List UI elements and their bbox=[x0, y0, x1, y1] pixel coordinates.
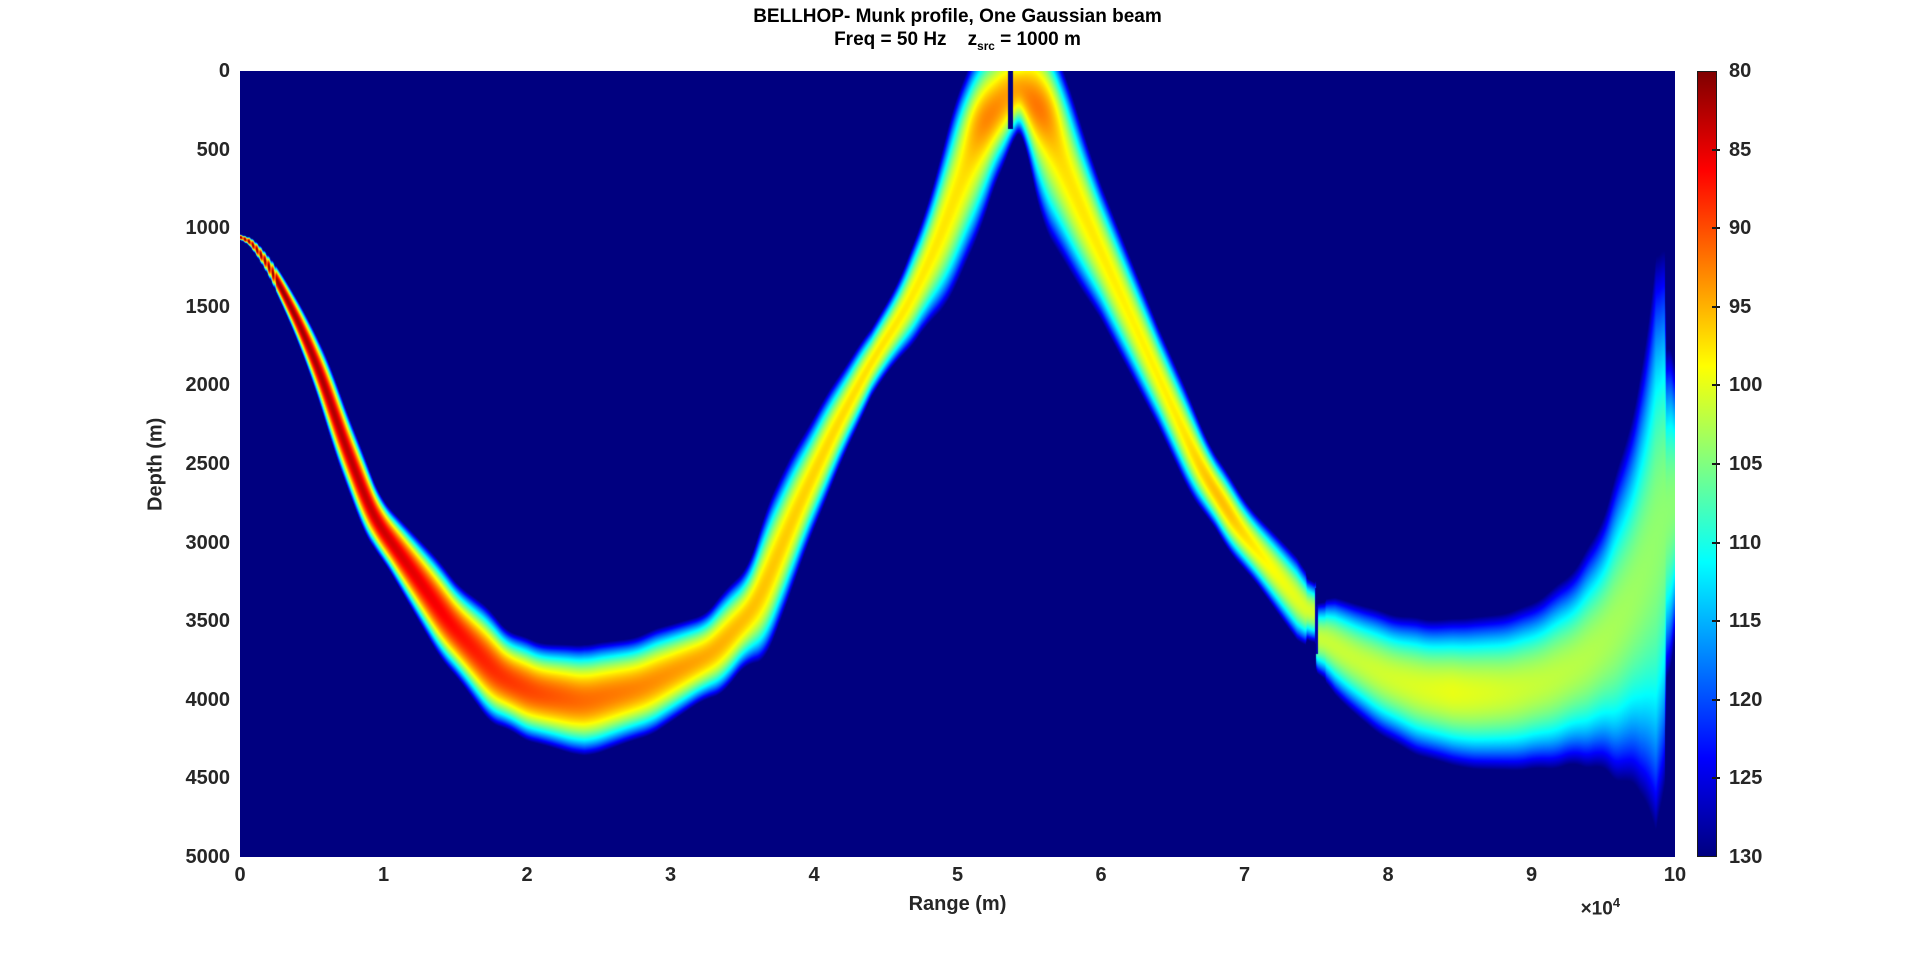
colorbar-tick-label: 130 bbox=[1729, 846, 1763, 868]
colorbar-tick-label: 80 bbox=[1729, 60, 1752, 82]
x-exponent-power: 4 bbox=[1612, 895, 1620, 910]
x-tick-label: 10 bbox=[1663, 864, 1687, 886]
colorbar-tick-label: 105 bbox=[1729, 453, 1763, 475]
colorbar-tick-label: 110 bbox=[1729, 531, 1762, 554]
colorbar-tick-mark bbox=[1712, 698, 1720, 701]
colorbar-tick-label: 100 bbox=[1729, 374, 1763, 397]
colorbar-tick-mark bbox=[1712, 227, 1720, 230]
colorbar-tick-label: 120 bbox=[1729, 688, 1763, 711]
x-axis-label: Range (m) bbox=[908, 893, 1007, 915]
y-tick-label: 5000 bbox=[185, 846, 231, 868]
x-axis-exponent-label: ×104 bbox=[1470, 895, 1620, 920]
colorbar-tick-label: 115 bbox=[1729, 610, 1762, 633]
y-tick-label: 2500 bbox=[185, 453, 231, 475]
plot-title: BELLHOP- Munk profile, One Gaussian beam bbox=[753, 6, 1162, 27]
x-tick-label: 7 bbox=[1238, 864, 1251, 886]
y-tick-label: 3500 bbox=[185, 610, 231, 633]
y-tick-label: 3000 bbox=[185, 531, 231, 554]
x-exponent-base: ×10 bbox=[1580, 898, 1613, 920]
colorbar-tick-mark bbox=[1712, 305, 1720, 308]
y-tick-label: 1500 bbox=[185, 295, 231, 318]
y-tick-label: 1000 bbox=[185, 217, 231, 240]
colorbar-tick-label: 85 bbox=[1729, 138, 1752, 161]
y-tick-label: 4500 bbox=[185, 767, 231, 790]
colorbar-tick-label: 90 bbox=[1729, 217, 1752, 240]
subtitle-prefix: Freq = 50 Hz z bbox=[834, 29, 978, 50]
x-tick-label: 1 bbox=[377, 864, 390, 886]
plot-subtitle: Freq = 50 Hz zsrc = 1000 m bbox=[240, 29, 1675, 53]
x-tick-label: 9 bbox=[1525, 864, 1538, 886]
x-tick-label: 3 bbox=[664, 864, 677, 886]
x-tick-label: 5 bbox=[951, 864, 964, 886]
y-tick-label: 500 bbox=[196, 138, 230, 161]
y-tick-label: 2000 bbox=[185, 374, 231, 397]
x-tick-label: 2 bbox=[521, 864, 533, 886]
x-tick-label: 4 bbox=[808, 864, 820, 886]
colorbar-tick-mark bbox=[1712, 384, 1720, 387]
colorbar-tick-mark bbox=[1712, 541, 1720, 544]
colorbar-tick-mark bbox=[1712, 463, 1720, 465]
y-tick-label: 0 bbox=[218, 60, 230, 82]
x-tick-label: 6 bbox=[1095, 864, 1107, 886]
colorbar-tick-mark bbox=[1712, 620, 1720, 623]
colorbar-tick-label: 125 bbox=[1729, 767, 1763, 790]
colorbar-tick-label: 95 bbox=[1729, 295, 1752, 318]
subtitle-suffix: = 1000 m bbox=[994, 29, 1081, 50]
colorbar-tick-mark bbox=[1712, 148, 1720, 151]
x-tick-label: 0 bbox=[234, 864, 246, 886]
y-tick-label: 4000 bbox=[185, 688, 231, 711]
subtitle-subscript: src bbox=[977, 39, 995, 53]
x-tick-label: 8 bbox=[1382, 864, 1394, 886]
transmission-loss-heatmap bbox=[240, 71, 1675, 857]
colorbar-tick-mark bbox=[1712, 777, 1720, 780]
